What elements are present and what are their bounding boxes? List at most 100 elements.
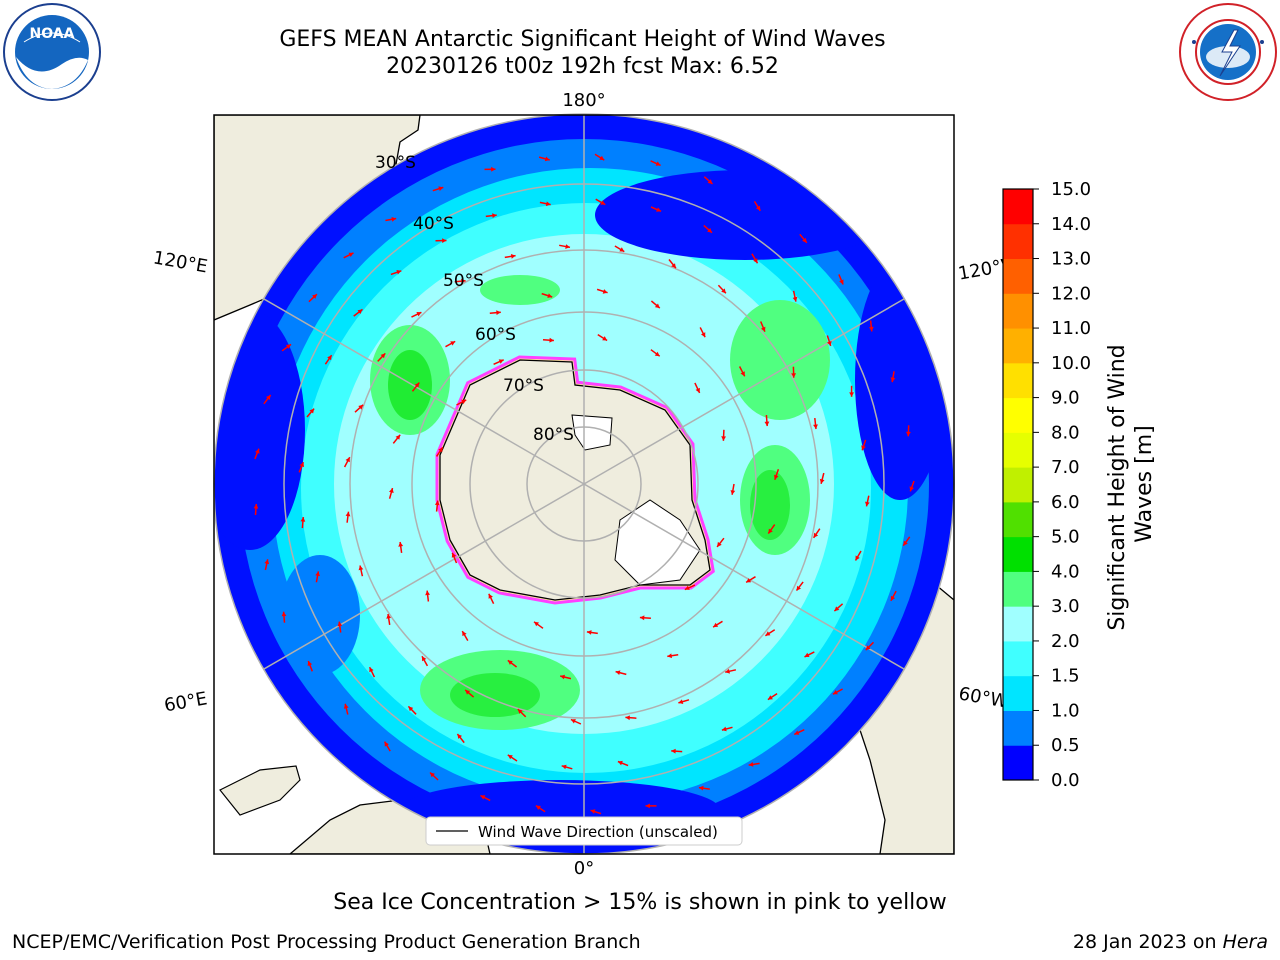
- wave-direction-arrowhead: [869, 326, 874, 332]
- wave-direction-arrowhead: [761, 326, 766, 332]
- lat-label-70s: 70°S: [503, 376, 544, 396]
- wave-direction-arrowhead: [602, 289, 608, 294]
- colorbar-tick-label: 5.0: [1051, 527, 1080, 548]
- lat-label-80s: 80°S: [533, 425, 574, 445]
- colorbar-tick-label: 4.0: [1051, 561, 1080, 582]
- wave-direction-arrowhead: [386, 614, 391, 619]
- wave-direction-arrowhead: [266, 395, 271, 400]
- wave-direction-arrowhead: [645, 803, 650, 809]
- wave-direction-arrowhead: [755, 205, 761, 211]
- lon-label-180: 180°: [562, 90, 605, 111]
- wave-direction-arrowhead: [865, 645, 871, 651]
- wave-direction-arrowhead: [656, 207, 662, 212]
- wave-direction-arrowhead: [327, 355, 332, 361]
- wave-direction-arrowhead: [398, 542, 404, 547]
- wave-direction-arrowhead: [507, 754, 513, 760]
- wave-direction-arrowhead: [384, 741, 389, 747]
- wave-direction-arrowhead: [547, 293, 553, 298]
- wave-direction-arrowhead: [438, 447, 443, 453]
- wave-direction-arrowhead: [791, 373, 796, 378]
- wave-direction-arrowhead: [849, 392, 854, 397]
- wave-direction-arrowhead: [839, 279, 844, 285]
- wave-direction-arrowhead: [281, 611, 287, 617]
- colorbar-label-line1: Significant Height of Wind: [1105, 344, 1130, 630]
- wave-direction-arrowhead: [345, 511, 351, 517]
- colorbar-segment: [1003, 675, 1033, 711]
- colorbar-tick-label: 8.0: [1051, 422, 1080, 443]
- wave-direction-arrowhead: [507, 660, 513, 665]
- colorbar-tick-label: 12.0: [1051, 283, 1091, 304]
- wave-direction-arrowhead: [560, 674, 565, 680]
- wave-direction-arrowhead: [549, 337, 554, 343]
- wind-wave-arrows: [253, 153, 915, 815]
- wave-direction-arrowhead: [725, 668, 730, 674]
- wave-direction-arrowhead: [698, 785, 704, 791]
- wave-direction-arrowhead: [804, 652, 810, 657]
- colorbar-tick-label: 15.0: [1051, 179, 1091, 200]
- wave-direction-arrowhead: [345, 457, 350, 463]
- wave-direction-arrowhead: [617, 760, 623, 766]
- colorbar-segment: [1003, 501, 1033, 538]
- wave-direction-arrowhead: [671, 748, 676, 754]
- wave-direction-arrowhead: [909, 486, 914, 492]
- footer-credit: NCEP/EMC/Verification Post Processing Pr…: [12, 931, 641, 953]
- wave-direction-arrowhead: [655, 161, 661, 166]
- wave-direction-arrowhead: [565, 244, 570, 249]
- wave-direction-arrowhead: [348, 252, 354, 257]
- colorbar-tick-label: 10.0: [1051, 353, 1091, 374]
- wave-direction-arrowhead: [678, 699, 684, 704]
- wave-direction-arrowhead: [300, 517, 306, 522]
- lat-label-50s: 50°S: [443, 271, 484, 291]
- wave-direction-arrowhead: [794, 730, 800, 735]
- wave-direction-arrowhead: [721, 726, 727, 732]
- wave-direction-arrowhead: [855, 555, 860, 561]
- wave-direction-arrowhead: [315, 571, 320, 577]
- wave-direction-arrowhead: [721, 436, 726, 441]
- colorbar-tick-label: 1.0: [1051, 700, 1080, 721]
- wave-direction-arrowhead: [299, 462, 304, 468]
- wave-direction-arrowhead: [906, 431, 911, 437]
- lat-label-60s: 60°S: [475, 325, 516, 345]
- wave-direction-arrowhead: [434, 500, 440, 506]
- wave-direction-arrowhead: [701, 332, 706, 338]
- wave-direction-arrowhead: [488, 593, 493, 599]
- wave-direction-arrowhead: [768, 528, 773, 534]
- wave-direction-arrowhead: [357, 309, 363, 314]
- wave-direction-arrowhead: [654, 303, 660, 309]
- footer-host: Hera: [1222, 931, 1268, 953]
- wave-direction-arrowhead: [395, 434, 401, 440]
- wave-direction-arrowhead: [442, 238, 447, 243]
- wave-direction-arrowhead: [625, 715, 630, 721]
- wave-direction-arrowhead: [510, 254, 516, 259]
- wave-direction-arrowhead: [492, 213, 497, 218]
- colorbar-segment: [1003, 432, 1033, 468]
- wave-direction-arrowhead: [264, 559, 270, 565]
- wave-direction-arrowhead: [358, 404, 364, 410]
- wave-direction-arrowhead: [309, 408, 315, 414]
- wave-direction-arrowhead: [590, 809, 596, 814]
- colorbar-segment: [1003, 362, 1033, 399]
- noaa-logo-text: NOAA: [30, 26, 75, 42]
- wave-direction-arrowhead: [600, 200, 606, 205]
- wave-direction-arrowhead: [450, 341, 456, 346]
- wave-direction-arrowhead: [802, 237, 807, 243]
- wave-direction-arrowhead: [619, 247, 625, 252]
- wave-direction-arrowhead: [535, 805, 541, 810]
- wave-direction-arrowhead: [414, 382, 420, 388]
- wave-direction-arrowhead: [792, 296, 798, 302]
- wave-direction-arrowhead: [465, 689, 471, 695]
- wave-direction-arrowhead: [890, 377, 896, 383]
- nws-logo: [1179, 3, 1277, 101]
- wave-direction-arrowhead: [369, 667, 374, 673]
- wave-direction-arrowhead: [834, 606, 840, 612]
- wave-direction-arrowhead: [671, 263, 676, 269]
- wave-direction-arrowhead: [827, 341, 832, 346]
- wave-direction-arrowhead: [438, 186, 444, 191]
- lat-label-40s: 40°S: [413, 214, 454, 234]
- colorbar-tick-label: 9.0: [1051, 388, 1080, 409]
- wave-direction-arrowhead: [717, 541, 722, 547]
- colorbar-tick-label: 13.0: [1051, 249, 1091, 270]
- wave-direction-arrowhead: [358, 565, 364, 571]
- colorbar-tick-label: 7.0: [1051, 457, 1080, 478]
